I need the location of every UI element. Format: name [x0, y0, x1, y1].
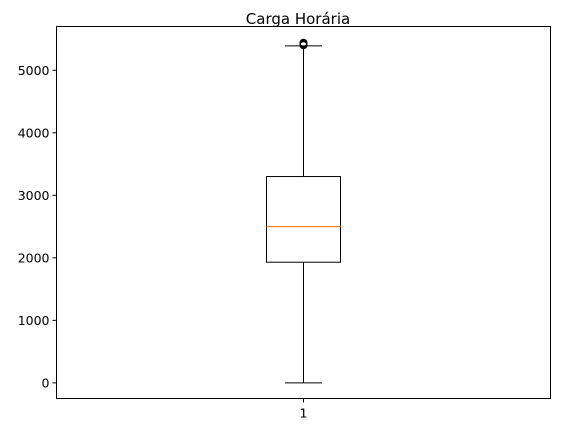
- y-tick-label: 2000: [18, 250, 50, 265]
- x-tick-label: 1: [300, 406, 308, 421]
- y-tick-label: 0: [42, 375, 50, 390]
- chart-title: Carga Horária: [246, 10, 350, 28]
- plot-area: [266, 38, 341, 384]
- y-tick-label: 3000: [18, 188, 50, 203]
- y-axis: 0 1000 2000 3000 4000 5000: [18, 63, 57, 390]
- y-tick-label: 4000: [18, 125, 50, 140]
- iqr-box: [266, 176, 341, 263]
- outlier-point: [299, 38, 308, 47]
- y-tick-label: 1000: [18, 313, 50, 328]
- y-tick-label: 5000: [18, 63, 50, 78]
- x-axis: 1: [300, 398, 308, 421]
